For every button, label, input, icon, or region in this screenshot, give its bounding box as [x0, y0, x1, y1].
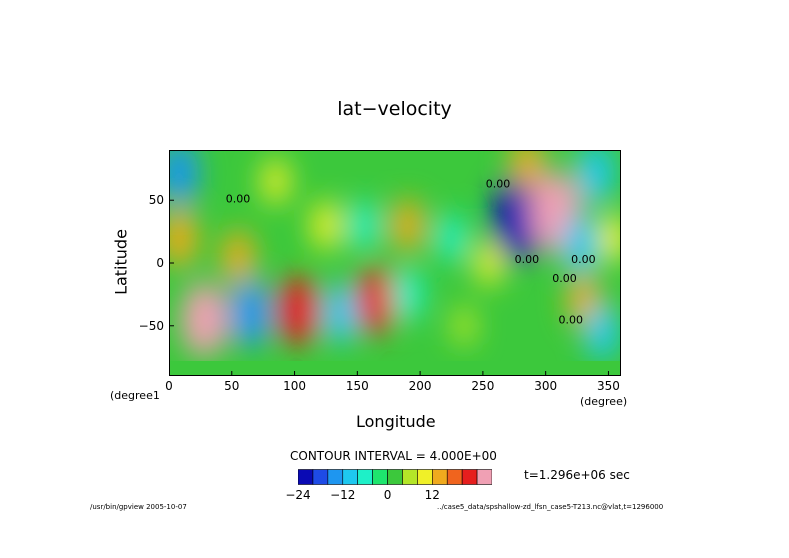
heatmap-cell-9: [169, 208, 197, 268]
heatmap-cell-17: [311, 200, 341, 251]
contour-label-5: 0.00: [552, 272, 577, 285]
colorbar-swatch-8: [417, 469, 433, 485]
y-tick-label-1: 0: [156, 256, 164, 270]
heatmap-cell-12: [562, 213, 600, 275]
colorbar-swatch-6: [387, 469, 403, 485]
heatmap-cell-16: [348, 200, 379, 251]
chart-title: lat−velocity: [337, 98, 452, 120]
heatmap-cell-2: [180, 281, 228, 358]
heatmap-cell-19: [436, 212, 467, 264]
x-tick-label-3: 150: [345, 379, 369, 393]
y-tick-label-2: −50: [138, 318, 164, 333]
colorbar-tick-label-0: −24: [285, 488, 311, 502]
colorbar-swatch-1: [312, 469, 329, 485]
x-tick-label-7: 350: [596, 379, 620, 393]
heatmap-cell-23: [599, 212, 621, 264]
x-axis-unit: (degree): [580, 395, 628, 408]
y-tick-label-0: 50: [148, 193, 164, 208]
contour-interval-label: CONTOUR INTERVAL = 4.000E+00: [290, 449, 497, 463]
heatmap-cell-3: [229, 279, 272, 348]
heatmap-cell-15: [391, 198, 424, 253]
plot-area: 0.00 0.00 0.00 0.00 0.00 0.00: [169, 150, 621, 376]
colorbar-swatch-12: [476, 469, 492, 485]
x-tick-label-4: 200: [408, 379, 432, 393]
colorbar-swatch-11: [461, 469, 478, 485]
x-tick-label-2: 100: [283, 379, 306, 393]
heatmap-cell-4: [276, 275, 320, 346]
heatmap-cell-8: [169, 150, 199, 205]
colorbar-tick-label-1: −12: [330, 488, 356, 502]
colorbar-swatch-5: [372, 469, 388, 485]
time-label: t=1.296e+06 sec: [524, 468, 630, 482]
heatmap-cell-7: [391, 267, 424, 322]
y-axis-label: Latitude: [111, 229, 131, 295]
colorbar-swatch-10: [446, 469, 463, 485]
heatmap-cell-11: [577, 150, 615, 204]
contour-label-1: 0.00: [486, 178, 511, 191]
x-tick-label-1: 50: [224, 379, 240, 393]
heatmap-cell-6: [355, 266, 397, 335]
heatmap-cell-14: [584, 303, 620, 361]
colorbar: [298, 469, 492, 485]
footer-left: /usr/bin/gpview 2005-10-07: [90, 503, 187, 511]
colorbar-swatch-2: [327, 469, 344, 485]
footer-right: ../case5_data/spshallow-zd_lfsn_case5-T2…: [437, 503, 664, 511]
colorbar-tick-label-3: 12: [424, 488, 440, 502]
colorbar-swatch-7: [402, 469, 418, 485]
contour-label-3: 0.00: [559, 313, 584, 326]
contour-label-4: 0.00: [571, 253, 596, 266]
contour-label-2: 0.00: [515, 253, 540, 266]
y-axis-unit: (degree1: [110, 389, 160, 402]
x-tick-label-0: 0: [165, 379, 173, 393]
colorbar-swatch-9: [432, 469, 448, 485]
colorbar-tick-label-2: 0: [383, 488, 392, 502]
x-axis-label: Longitude: [356, 412, 436, 431]
heatmap-cell-22: [452, 305, 476, 347]
heatmap-cell-21: [510, 150, 543, 190]
heatmap-cell-0: [491, 175, 545, 263]
heatmap-cell-5: [322, 282, 360, 344]
colorbar-swatch-3: [342, 469, 358, 485]
contour-label-0: 0.00: [226, 193, 251, 206]
heatmap-cell-10: [222, 229, 255, 284]
x-tick-label-6: 300: [534, 379, 558, 393]
colorbar-swatch-0: [298, 469, 314, 485]
heatmap-cell-20: [475, 239, 503, 287]
heatmap-cell-18: [262, 157, 290, 205]
colorbar-swatch-4: [357, 469, 373, 485]
x-tick-label-5: 250: [471, 379, 495, 393]
